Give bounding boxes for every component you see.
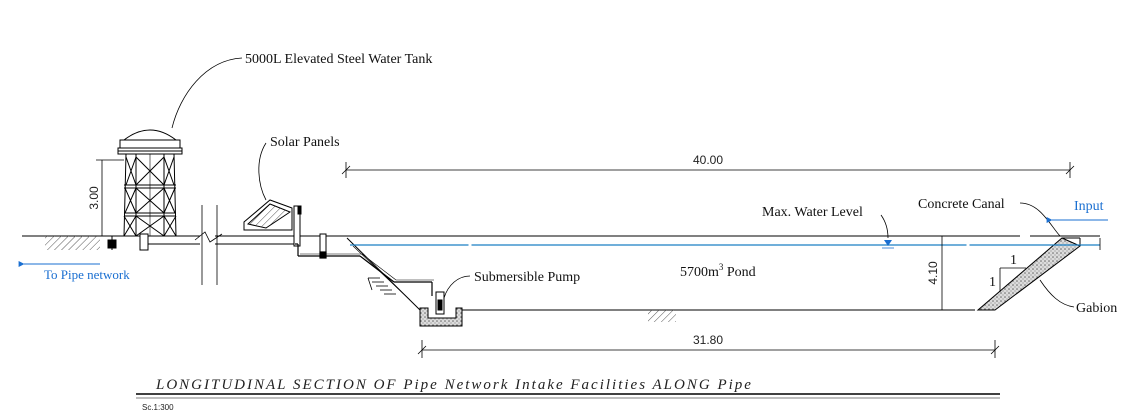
solar-label: Solar Panels xyxy=(270,135,340,150)
break-symbol xyxy=(194,205,223,285)
solar-leader xyxy=(258,142,267,201)
gabion-label: Gabion xyxy=(1076,301,1117,316)
bottom-length-dimension xyxy=(417,340,1000,358)
pond-label: 5700m3 Pond xyxy=(680,262,756,280)
pond-section xyxy=(345,235,1100,322)
pond-depth-dimension xyxy=(936,235,950,311)
slope-horizontal-label: 1 xyxy=(989,275,996,290)
top-length-label: 40.00 xyxy=(693,153,723,167)
tank-height-dimension xyxy=(96,159,124,237)
drawing-title: LONGITUDINAL SECTION OF Pipe Network Int… xyxy=(155,377,753,393)
pump-pit xyxy=(419,291,463,327)
pump-leader xyxy=(443,275,471,299)
bottom-length-label: 31.80 xyxy=(693,333,723,347)
pipe-route xyxy=(295,233,434,296)
slope-vertical-label: 1 xyxy=(1010,253,1017,268)
solar-panel xyxy=(243,199,302,247)
canal-leader xyxy=(1019,202,1061,237)
elevated-water-tank xyxy=(107,129,295,251)
tank-label: 5000L Elevated Steel Water Tank xyxy=(245,52,432,67)
concrete-canal-label: Concrete Canal xyxy=(918,197,1005,212)
input-label: Input xyxy=(1074,199,1104,214)
pump-label: Submersible Pump xyxy=(474,270,580,285)
pond-depth-label: 4.10 xyxy=(926,261,940,285)
max-water-level-label: Max. Water Level xyxy=(762,205,863,220)
top-length-dimension xyxy=(341,162,1075,178)
tank-leader xyxy=(171,57,243,129)
gabion-leader xyxy=(1039,279,1075,308)
water-level-marker xyxy=(880,214,894,249)
slope-indicator xyxy=(999,267,1026,292)
tank-height-label: 3.00 xyxy=(87,186,101,210)
scale-label: Sc.1:300 xyxy=(142,403,174,412)
to-pipe-network-label: To Pipe network xyxy=(44,267,130,282)
